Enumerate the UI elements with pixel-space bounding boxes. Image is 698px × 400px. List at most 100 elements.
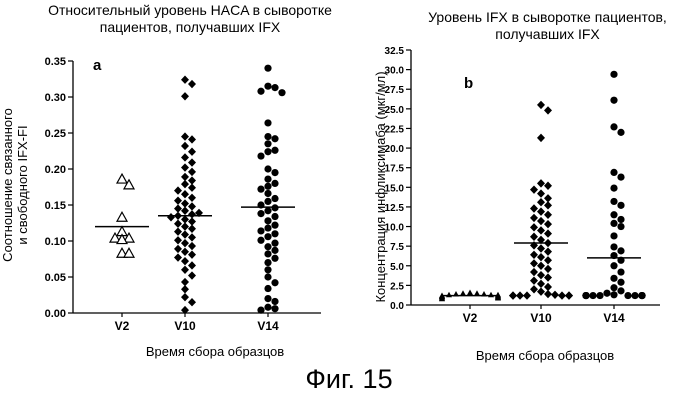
panel-a-y-tick-label: 0.15 bbox=[45, 200, 66, 212]
panel-a-point-v14 bbox=[264, 207, 271, 214]
panel-a-point-v10 bbox=[188, 135, 196, 143]
panel-a-point-v14 bbox=[271, 147, 278, 154]
panel-b-x-axis-label: Время сбора образцов bbox=[430, 348, 660, 363]
panel-a-point-v14 bbox=[271, 180, 278, 187]
panel-b-y-tick-label: 32.5 bbox=[385, 46, 405, 57]
panel-a-point-v10 bbox=[188, 80, 196, 88]
panel-a-point-v14 bbox=[264, 259, 271, 266]
panel-b-point-v14 bbox=[638, 292, 645, 299]
panel-a-point-v14 bbox=[264, 175, 271, 182]
panel-b-point-v10 bbox=[544, 211, 552, 219]
panel-a-point-v14 bbox=[264, 119, 271, 126]
panel-b-point-v10 bbox=[537, 189, 545, 197]
panel-a-point-v14 bbox=[271, 240, 278, 247]
panel-b-series-v10 bbox=[509, 101, 573, 300]
panel-b-point-v14 bbox=[617, 202, 624, 209]
panel-b-point-v14 bbox=[610, 169, 617, 176]
panel-a-point-v14 bbox=[271, 279, 278, 286]
panel-a-point-v14 bbox=[257, 152, 264, 159]
panel-b-point-v10 bbox=[537, 271, 545, 279]
panel-b-point-v10 bbox=[509, 291, 517, 299]
panel-b-point-v10 bbox=[565, 291, 573, 299]
panel-b-y-tick-label: 0.0 bbox=[390, 301, 404, 312]
panel-b-point-v10 bbox=[530, 259, 538, 267]
panel-a-x-tick-label: V2 bbox=[115, 319, 130, 333]
panel-b-panel-letter: b bbox=[464, 75, 473, 92]
panel-a-point-v14 bbox=[264, 243, 271, 250]
panel-a-point-v10 bbox=[174, 227, 182, 235]
panel-a-point-v14 bbox=[271, 247, 278, 254]
panel-b-point-v10 bbox=[544, 229, 552, 237]
panel-a-point-v10 bbox=[188, 210, 196, 218]
panel-b-point-v10 bbox=[530, 268, 538, 276]
panel-a-point-v14 bbox=[271, 84, 278, 91]
panel-b-point-v14 bbox=[617, 247, 624, 254]
panel-b-point-v14 bbox=[610, 262, 617, 269]
panel-b-point-v14 bbox=[603, 290, 610, 297]
panel-b-y-tick-label: 2.5 bbox=[390, 281, 404, 292]
panel-a-point-v10 bbox=[188, 158, 196, 166]
panel-b-point-v10 bbox=[516, 291, 524, 299]
panel-a-panel-letter: a bbox=[93, 57, 102, 74]
panel-a-title-line-1: Относительный уровень HACA в сыворотке bbox=[40, 2, 340, 19]
panel-b-point-v14 bbox=[610, 198, 617, 205]
panel-b-point-v10 bbox=[530, 233, 538, 241]
panel-a-point-v14 bbox=[264, 217, 271, 224]
panel-a-point-v10 bbox=[174, 236, 182, 244]
panel-b-point-v10 bbox=[537, 207, 545, 215]
panel-a-point-v14 bbox=[264, 266, 271, 273]
panel-b-y-tick-label: 7.5 bbox=[390, 242, 404, 253]
panel-b-point-v14 bbox=[617, 216, 624, 223]
panel-a-point-v10 bbox=[188, 242, 196, 250]
panel-b-point-v10 bbox=[530, 223, 538, 231]
panel-a-point-v14 bbox=[264, 148, 271, 155]
panel-b-point-v14 bbox=[582, 292, 589, 299]
panel-a-point-v10 bbox=[181, 190, 189, 198]
panel-b-point-v14 bbox=[610, 291, 617, 298]
panel-a-point-v10 bbox=[188, 148, 196, 156]
panel-a-point-v14 bbox=[257, 88, 264, 95]
panel-a-point-v10 bbox=[181, 153, 189, 161]
panel-b-point-v10 bbox=[537, 101, 545, 109]
panel-a-point-v10 bbox=[181, 230, 189, 238]
panel-a-y-tick-label: 0.00 bbox=[45, 308, 66, 320]
panel-a-point-v14 bbox=[257, 210, 264, 217]
panel-b-point-v10 bbox=[544, 106, 552, 114]
panel-a-point-v14 bbox=[264, 304, 271, 311]
panel-b-point-v10 bbox=[530, 285, 538, 293]
panel-a-point-v10 bbox=[188, 225, 196, 233]
panel-a-y-tick-label: 0.20 bbox=[45, 164, 66, 176]
panel-b-point-v14 bbox=[610, 211, 617, 218]
panel-a-point-v10 bbox=[181, 222, 189, 230]
panel-a-point-v14 bbox=[264, 233, 271, 240]
panel-a-point-v2 bbox=[124, 248, 134, 257]
panel-a-point-v10 bbox=[188, 261, 196, 269]
panel-a-point-v10 bbox=[181, 248, 189, 256]
panel-a-point-v14 bbox=[264, 140, 271, 147]
panel-a-point-v14 bbox=[264, 183, 271, 190]
panel-b-point-v10 bbox=[537, 179, 545, 187]
panel-a-series-v10 bbox=[158, 76, 212, 315]
panel-a-point-v10 bbox=[181, 92, 189, 100]
panel-a-point-v10 bbox=[188, 184, 196, 192]
panel-b-title-line-2: получавших IFX bbox=[400, 26, 695, 43]
panel-a-x-axis-label: Время сбора образцов bbox=[100, 344, 330, 359]
panel-a-point-v10 bbox=[188, 176, 196, 184]
panel-a-y-tick-label: 0.05 bbox=[45, 272, 66, 284]
panel-b-title-line-1: Уровень IFX в сыворотке пациентов, bbox=[400, 9, 695, 26]
panel-b-point-v10 bbox=[530, 251, 538, 259]
panel-b-point-v10 bbox=[537, 217, 545, 225]
panel-b-point-v10 bbox=[537, 280, 545, 288]
panel-a-point-v14 bbox=[257, 237, 264, 244]
panel-a-chart: 0.000.050.100.150.200.250.300.35V2V10V14… bbox=[0, 56, 321, 333]
panel-a-point-v14 bbox=[257, 186, 264, 193]
panel-a-point-v10 bbox=[174, 204, 182, 212]
panel-a-point-v10 bbox=[181, 257, 189, 265]
panel-a-y-axis-label-line: и свободного IFX-FI bbox=[15, 125, 30, 244]
panel-b-point-v14 bbox=[631, 292, 638, 299]
panel-b-title: Уровень IFX в сыворотке пациентов, получ… bbox=[400, 9, 695, 43]
panel-b-point-v14 bbox=[610, 184, 617, 191]
panel-b-point-v14 bbox=[610, 243, 617, 250]
panel-a-title-line-2: пациентов, получавших IFX bbox=[40, 19, 340, 36]
panel-b-series-v14 bbox=[582, 71, 645, 299]
